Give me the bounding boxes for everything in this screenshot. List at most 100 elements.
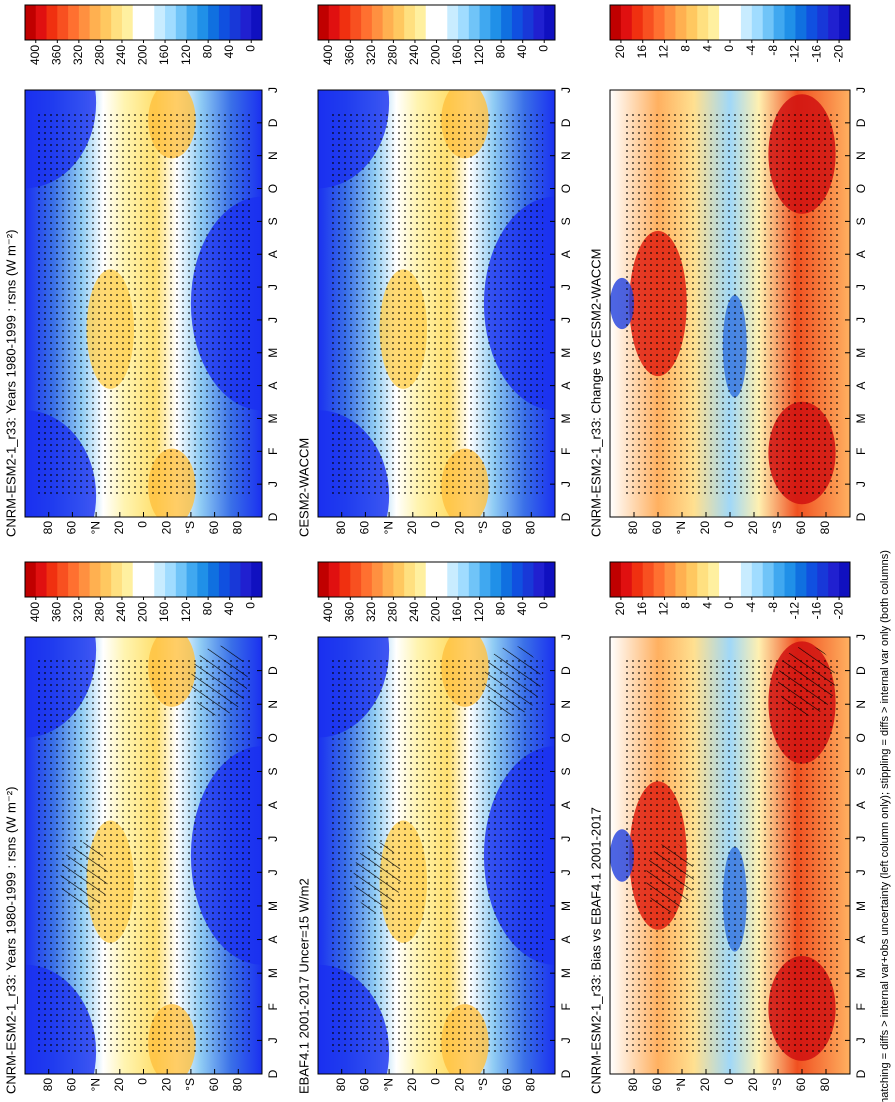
x-tick-label: J [854, 869, 868, 875]
colorbar-segment [730, 5, 742, 40]
y-tick-label: °S [770, 1078, 784, 1091]
colorbar-segment [544, 5, 556, 40]
colorbar-label: 16 [635, 45, 649, 59]
colorbar-segment [697, 5, 709, 40]
colorbar-segment [371, 5, 384, 40]
x-tick-label: N [559, 700, 573, 709]
x-tick-label: J [266, 836, 280, 842]
stippling [622, 658, 838, 1053]
x-tick-label: S [559, 217, 573, 225]
colorbar-segment [544, 562, 556, 597]
y-tick-label: 20 [112, 1078, 126, 1092]
x-tick-label: S [854, 217, 868, 225]
x-tick-label: M [854, 901, 868, 911]
colorbar-segment [664, 562, 676, 597]
x-tick-label: A [559, 250, 573, 258]
y-tick-label: 60 [65, 521, 79, 535]
colorbar-segment [653, 5, 666, 40]
panel-title: CNRM-ESM2-1_r33: Years 1980-1999 : rsns … [3, 230, 18, 537]
y-tick-label: 60 [65, 1078, 79, 1092]
colorbar-segment [328, 562, 341, 597]
x-tick-label: N [854, 151, 868, 160]
colorbar-segment [240, 5, 252, 40]
y-tick-label: 60 [794, 1078, 808, 1092]
colorbar-segment [350, 5, 362, 40]
x-tick-label: J [854, 836, 868, 842]
x-tick-label: J [266, 284, 280, 290]
colorbar-label: 0 [536, 45, 550, 52]
y-tick-label: °S [770, 521, 784, 534]
x-tick-label: J [559, 634, 573, 640]
colorbar-segment [382, 562, 394, 597]
colorbar-segment [218, 5, 231, 40]
colorbar-segment [46, 5, 58, 40]
colorbar-segment [132, 562, 145, 597]
colorbar-segment [740, 5, 753, 40]
colorbar-label: 0 [722, 45, 736, 52]
panel-title: CNRM-ESM2-1_r33: Bias vs EBAF4.1 2001-20… [588, 807, 603, 1094]
colorbar-segment [165, 5, 177, 40]
x-tick-label: J [266, 481, 280, 487]
colorbar-label: 240 [114, 602, 128, 622]
colorbar-segment [404, 5, 416, 40]
colorbar-segment [828, 5, 840, 40]
colorbar-segment [197, 5, 209, 40]
colorbar-segment [522, 562, 534, 597]
colorbar-segment [773, 562, 786, 597]
x-tick-label: M [559, 413, 573, 423]
colorbar-segment [806, 5, 818, 40]
colorbar-segment [447, 5, 459, 40]
hatching [778, 645, 836, 716]
colorbar-segment [436, 562, 448, 597]
x-tick-label: S [559, 767, 573, 775]
colorbar-segment [68, 5, 80, 40]
x-tick-label: M [266, 901, 280, 911]
y-tick-label: 20 [405, 1078, 419, 1092]
colorbar-segment [773, 5, 786, 40]
colorbar-label: -4 [744, 45, 758, 56]
colorbar-label: 360 [342, 602, 356, 622]
y-tick-label: 60 [650, 1078, 664, 1092]
x-tick-label: M [266, 413, 280, 423]
colorbar-label: 200 [136, 45, 150, 65]
panel-title: CNRM-ESM2-1_r33: Years 1980-1999 : rsns … [3, 787, 18, 1094]
y-tick-label: 80 [41, 521, 55, 535]
x-tick-label: F [559, 448, 573, 455]
panel-title: EBAF4.1 2001-2017 Uncer=15 W/m2 [296, 878, 311, 1094]
colorbar-segment [35, 5, 48, 40]
colorbar-segment [240, 562, 252, 597]
colorbar-label: 0 [722, 602, 736, 609]
colorbar-segment [730, 562, 742, 597]
hatching [646, 842, 694, 913]
colorbar-label: 160 [157, 45, 171, 65]
colorbar-segment [414, 562, 427, 597]
colorbar-segment [740, 562, 753, 597]
colorbar-segment [784, 5, 796, 40]
colorbar-label: 160 [450, 602, 464, 622]
colorbar-segment [479, 562, 491, 597]
y-tick-label: 0 [136, 521, 150, 528]
colorbar-label: 240 [407, 45, 421, 65]
field [25, 90, 262, 517]
x-tick-label: D [854, 512, 868, 521]
colorbar-segment [100, 5, 112, 40]
colorbar-label: 240 [407, 602, 421, 622]
colorbar-label: 320 [364, 602, 378, 622]
x-tick-label: N [854, 700, 868, 709]
panel: CNRM-ESM2-1_r33: Years 1980-1999 : rsns … [3, 4, 280, 537]
colorbar-segment [533, 5, 545, 40]
x-tick-label: J [266, 1037, 280, 1043]
colorbar-segment [382, 5, 394, 40]
y-tick-label: 80 [626, 521, 640, 535]
x-tick-label: D [854, 666, 868, 675]
x-tick-label: A [559, 801, 573, 809]
field [25, 637, 262, 1074]
y-tick-label: 0 [136, 1078, 150, 1085]
x-tick-label: O [559, 184, 573, 193]
y-tick-label: 20 [112, 521, 126, 535]
colorbar-label: 0 [243, 45, 257, 52]
y-tick-label: 80 [626, 1078, 640, 1092]
stippling [622, 111, 838, 496]
colorbar-segment [111, 562, 123, 597]
